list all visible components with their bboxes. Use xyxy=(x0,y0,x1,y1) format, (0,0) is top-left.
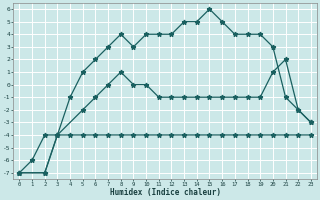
X-axis label: Humidex (Indice chaleur): Humidex (Indice chaleur) xyxy=(110,188,220,197)
